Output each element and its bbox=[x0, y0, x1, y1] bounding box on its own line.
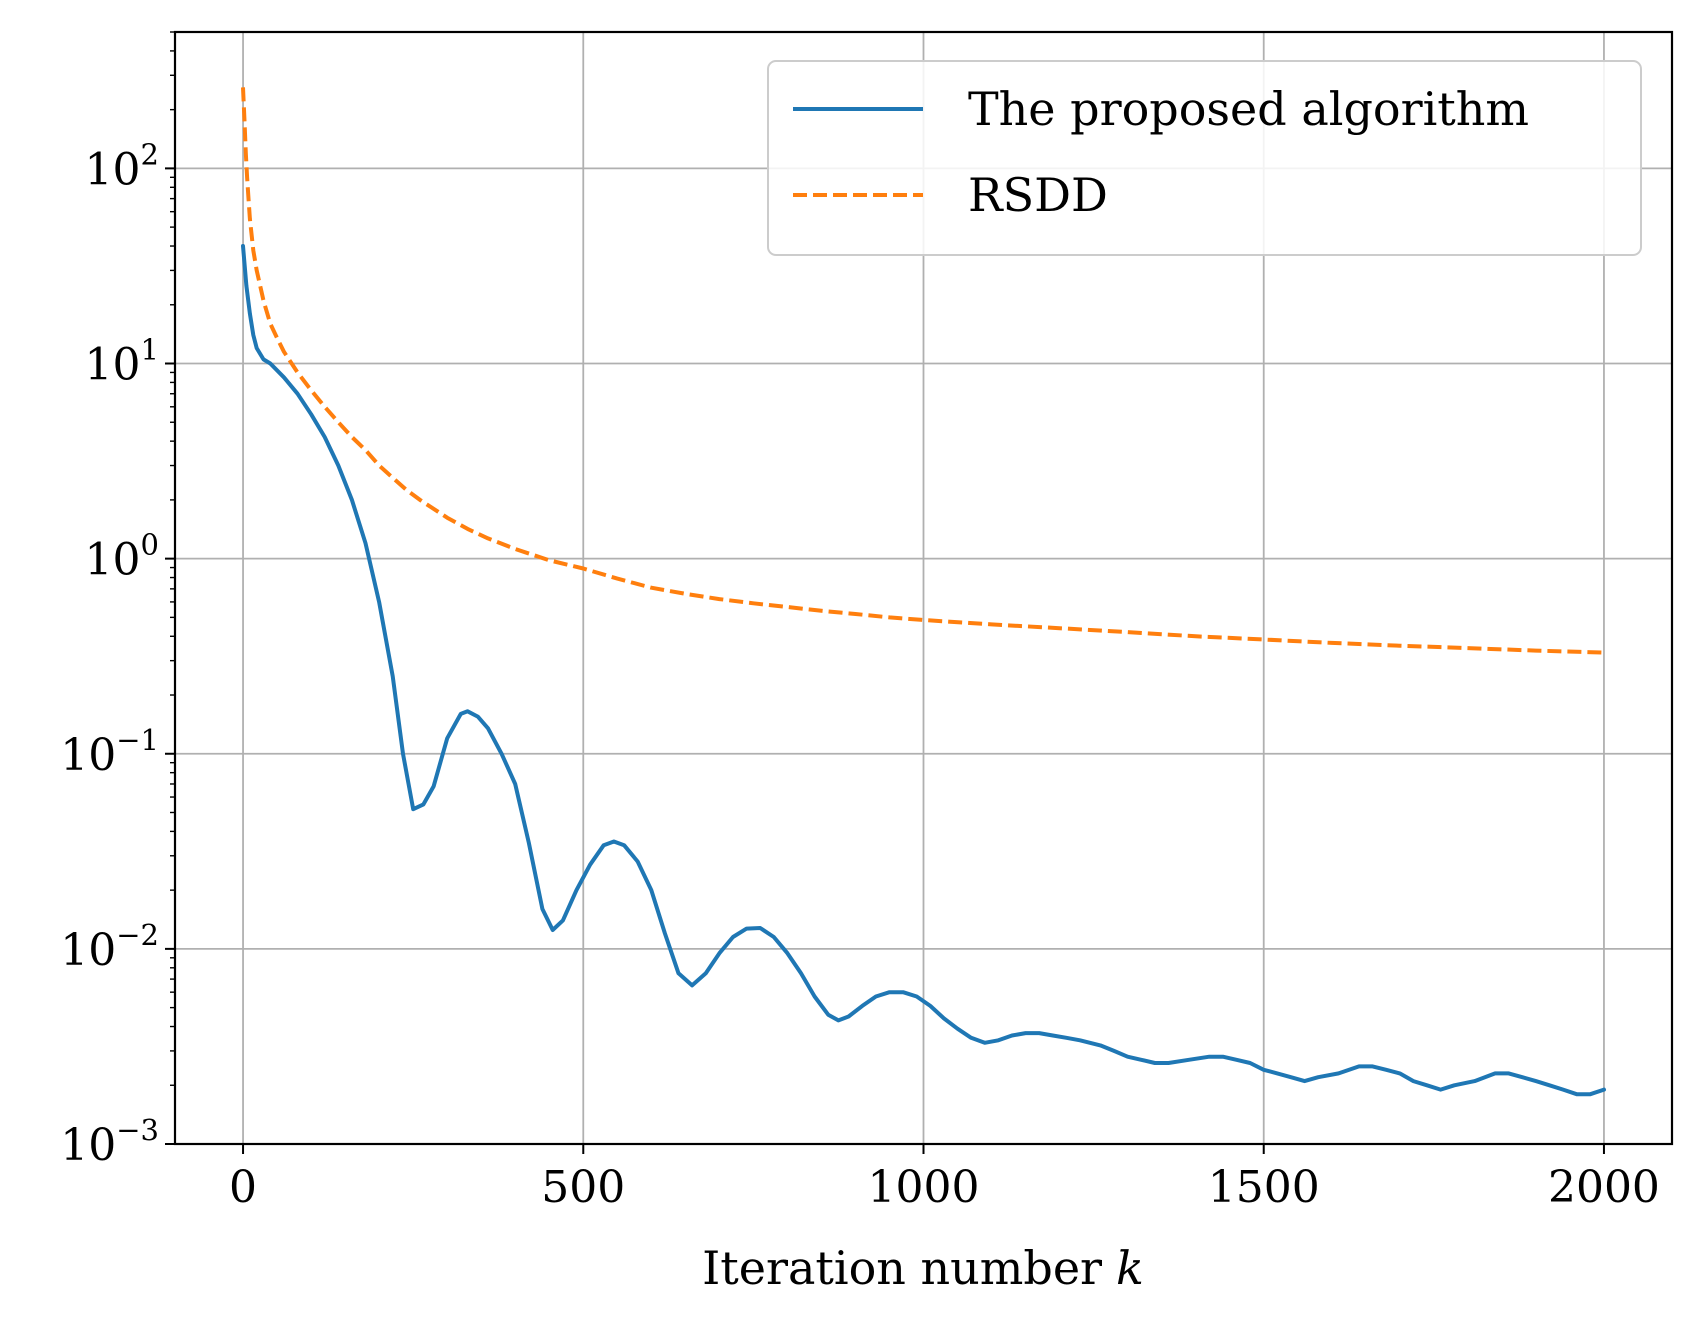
x-axis-label-variable: k bbox=[1116, 1241, 1144, 1295]
legend-label: RSDD bbox=[968, 168, 1108, 222]
y-tick-label: 10−3 bbox=[60, 1113, 159, 1171]
x-axis-label: Iteration number k bbox=[702, 1241, 1144, 1295]
series-line-proposed-algorithm bbox=[241, 244, 1606, 1097]
x-tick-label: 500 bbox=[541, 1162, 625, 1213]
y-tick-label: 101 bbox=[85, 333, 159, 391]
legend-label: The proposed algorithm bbox=[968, 82, 1529, 136]
legend: The proposed algorithm RSDD bbox=[767, 60, 1642, 256]
x-tick-label: 1500 bbox=[1208, 1162, 1320, 1213]
x-tick-label: 2000 bbox=[1548, 1162, 1660, 1213]
x-tick-label: 1000 bbox=[868, 1162, 980, 1213]
x-axis-label-text: Iteration number bbox=[702, 1241, 1102, 1295]
y-tick-label: 100 bbox=[85, 528, 159, 586]
series-line-rsdd bbox=[241, 87, 1605, 655]
y-tick-label: 10−1 bbox=[60, 723, 159, 781]
x-tick-label: 0 bbox=[229, 1162, 257, 1213]
legend-box bbox=[767, 60, 1642, 256]
tick-layer: 0 500 1000 1500 2000 10−3 10−2 10−1 100 101 102 bbox=[60, 31, 1660, 1213]
y-tick-label: 102 bbox=[85, 137, 159, 195]
series-layer bbox=[241, 87, 1606, 1097]
y-tick-label: 10−2 bbox=[60, 918, 159, 976]
